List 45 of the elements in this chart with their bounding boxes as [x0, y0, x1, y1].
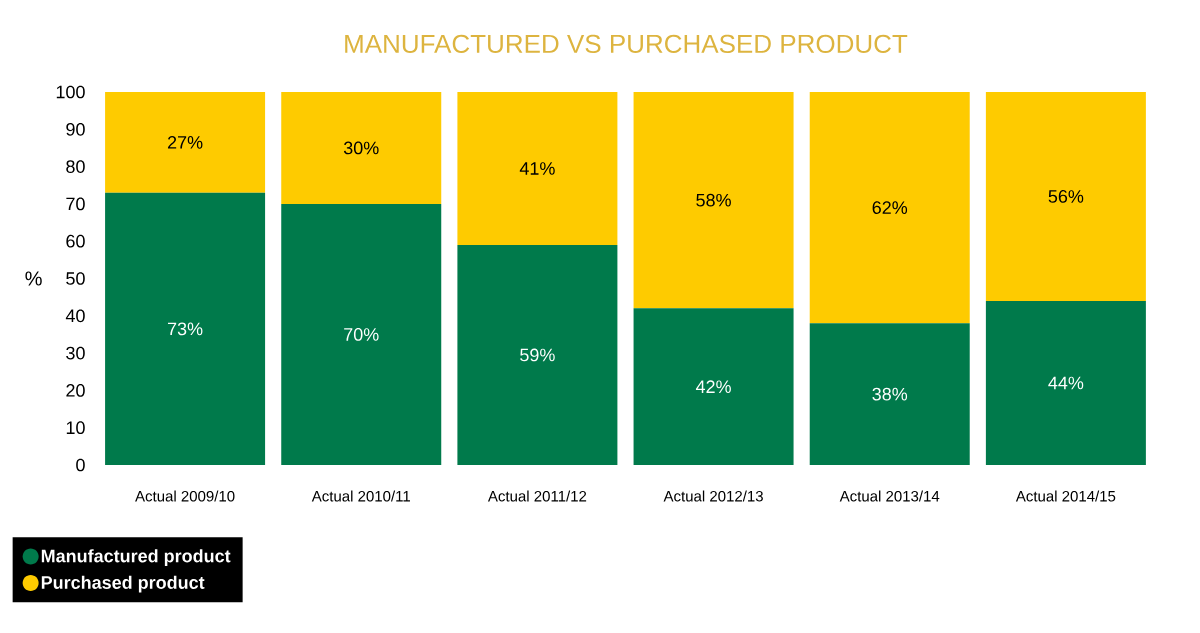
y-tick-label: 80: [66, 160, 85, 173]
chart-title: MANUFACTURED VS PURCHASED PRODUCT: [345, 34, 908, 54]
bar: [105, 92, 266, 193]
data-label: 27%: [167, 136, 203, 149]
y-tick-label: 20: [66, 384, 85, 397]
y-tick-label: 100: [56, 85, 85, 99]
bar: [457, 92, 618, 245]
bar: [985, 300, 1146, 465]
y-tick-label: 50: [66, 272, 85, 285]
data-label: 38%: [872, 387, 908, 401]
data-label: 58%: [696, 193, 731, 207]
x-tick-label: Actual 2010/11: [311, 490, 410, 502]
data-label: 70%: [344, 328, 379, 341]
data-label: 56%: [1048, 190, 1084, 203]
y-tick-label: 40: [65, 309, 85, 323]
bar: [809, 92, 970, 324]
data-label: 59%: [520, 348, 555, 362]
legend-label: Manufactured product: [41, 549, 231, 566]
data-label: 44%: [1048, 376, 1084, 390]
bar: [985, 92, 1146, 301]
bar: [281, 92, 442, 204]
bar: [281, 203, 442, 465]
y-tick-label: 0: [76, 458, 85, 472]
y-tick-label: 30: [66, 346, 85, 360]
x-tick-label: Actual 2009/10: [135, 490, 235, 502]
y-tick-label: 90: [66, 122, 85, 136]
bar: [457, 244, 618, 465]
data-label: 62%: [872, 201, 908, 214]
bar: [809, 323, 970, 465]
data-label: 42%: [695, 380, 731, 394]
x-tick-label: Actual 2013/14: [839, 490, 940, 502]
y-tick-label: 60: [66, 234, 85, 248]
bar: [633, 92, 794, 309]
bar: [105, 192, 266, 465]
bar: [633, 308, 794, 465]
legend-label: Purchased product: [41, 575, 205, 593]
data-label: 30%: [343, 141, 379, 155]
y-axis-title: %: [25, 271, 42, 286]
data-label: 73%: [167, 322, 203, 336]
y-tick-label: 70: [66, 197, 85, 211]
y-tick-label: 10: [66, 421, 85, 435]
data-label: 41%: [519, 162, 555, 175]
x-tick-label: Actual 2011/12: [487, 490, 587, 502]
x-tick-label: Actual 2012/13: [663, 490, 763, 502]
x-tick-label: Actual 2014/15: [1015, 490, 1116, 502]
